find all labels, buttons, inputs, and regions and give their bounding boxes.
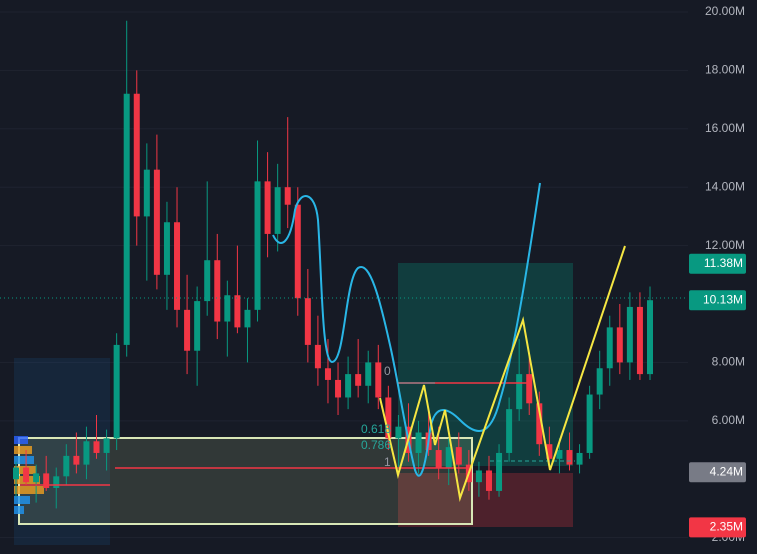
candle-body (23, 467, 30, 483)
candle-body (355, 374, 362, 386)
y-tick-label: 12.00M (705, 238, 745, 252)
candle-body (304, 298, 311, 345)
candle-body (526, 374, 533, 404)
candle-body (546, 444, 553, 459)
candle-body (163, 222, 170, 275)
candle-body (194, 301, 201, 351)
candle-body (626, 306, 633, 363)
price-badge (689, 290, 746, 311)
profile-bar (14, 506, 24, 514)
candle-body (294, 204, 301, 299)
candle-body (345, 374, 352, 398)
projection-curve (272, 182, 541, 477)
fib-label: 0.618 (361, 422, 391, 436)
y-tick-label: 18.00M (705, 63, 745, 77)
candle-body (153, 169, 160, 275)
candle-body (13, 467, 19, 480)
y-tick-label: 16.00M (705, 121, 745, 135)
stop-box (398, 473, 573, 527)
candle-body (616, 327, 623, 363)
price-axis (688, 0, 757, 554)
candle-body (576, 452, 583, 465)
candle-body (174, 222, 181, 310)
candle-body (133, 93, 140, 217)
candle-body (375, 362, 382, 398)
candle-body (335, 379, 342, 398)
profile-bar (14, 436, 28, 444)
candle-body (224, 295, 231, 322)
candle-body (556, 450, 563, 459)
candle-body (113, 344, 120, 439)
candle-body (284, 187, 291, 205)
candle-body (53, 476, 60, 488)
profile-bar (14, 446, 32, 454)
candle-body (435, 450, 442, 468)
fib-label: 1 (384, 455, 391, 469)
fib-label: 0.786 (361, 438, 391, 452)
candle-body (234, 295, 241, 328)
candle-body (506, 409, 513, 453)
candle-body (123, 93, 130, 345)
price-badge (689, 517, 746, 538)
target-box (398, 263, 573, 466)
candle-body (566, 450, 573, 465)
candle-body (415, 432, 422, 453)
candle-body (475, 470, 482, 483)
zigzag (379, 245, 626, 502)
candle-body (204, 260, 211, 302)
candle-body (606, 327, 613, 369)
candle-body (73, 455, 80, 465)
fib-label: 0 (384, 364, 391, 378)
candle-body (63, 455, 70, 477)
candles (13, 20, 653, 509)
profile-bar (14, 496, 30, 504)
grid (0, 11, 688, 539)
candle-body (314, 344, 321, 369)
candle-body (385, 397, 392, 439)
candle-body (485, 470, 492, 491)
candle-body (33, 473, 40, 483)
candle-body (445, 447, 452, 468)
price-badge-label: 11.38M (704, 256, 743, 270)
candle-body (244, 309, 251, 328)
candle-body (647, 300, 653, 375)
price-badge (689, 462, 746, 483)
candle-body (274, 187, 281, 234)
candle-body (496, 452, 503, 491)
candle-body (214, 260, 221, 322)
candle-body (636, 306, 643, 375)
candle-body (264, 181, 271, 234)
candle-body (254, 181, 261, 310)
y-tick-label: 20.00M (705, 4, 745, 18)
candle-body (395, 426, 402, 439)
candle-body (83, 441, 90, 465)
candle-body (43, 473, 50, 488)
candle-body (586, 394, 593, 453)
candle-body (516, 374, 523, 410)
candle-body (184, 309, 191, 351)
candle-body (365, 362, 372, 386)
candle-body (93, 441, 100, 453)
candle-body (455, 447, 462, 465)
candle-body (103, 438, 110, 453)
y-tick-label: 6.00M (712, 413, 745, 427)
profile-bar (14, 456, 34, 464)
price-badge-label: 2.35M (710, 520, 743, 534)
price-badge (689, 253, 746, 274)
axis-labels: 20.00M 18.00M 16.00M 14.00M 12.00M 8.00M 6.00M… (689, 4, 746, 544)
candle-body (324, 368, 331, 380)
y-tick-label: 14.00M (705, 179, 745, 193)
candle-body (596, 368, 603, 395)
price-badge-label: 4.24M (710, 464, 743, 478)
y-tick-label: 8.00M (712, 355, 745, 369)
price-badge-label: 10.13M (703, 292, 743, 306)
profile-bar (14, 486, 44, 494)
candle-body (536, 403, 543, 445)
candle-body (143, 169, 150, 217)
